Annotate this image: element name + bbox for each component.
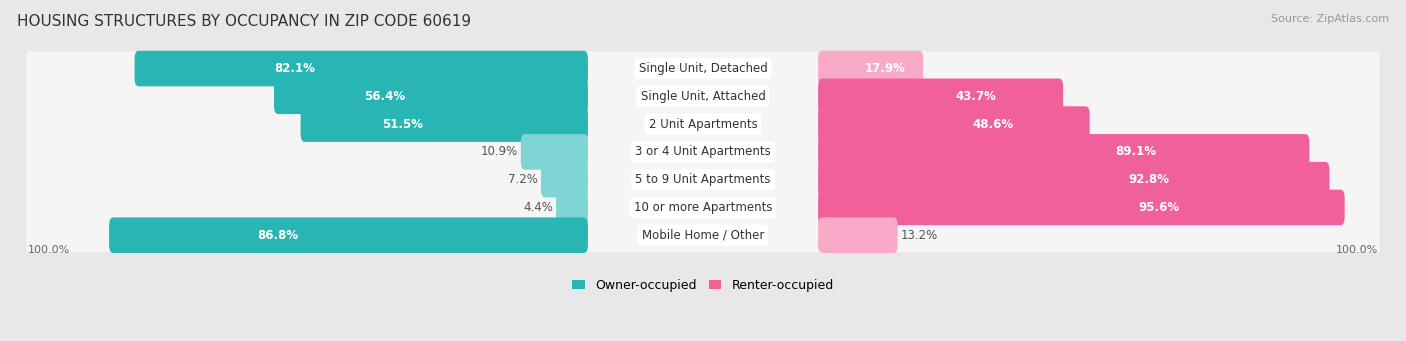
Text: HOUSING STRUCTURES BY OCCUPANCY IN ZIP CODE 60619: HOUSING STRUCTURES BY OCCUPANCY IN ZIP C… xyxy=(17,14,471,29)
FancyBboxPatch shape xyxy=(27,163,1379,197)
Text: 5 to 9 Unit Apartments: 5 to 9 Unit Apartments xyxy=(636,173,770,186)
FancyBboxPatch shape xyxy=(818,78,1063,114)
Text: 82.1%: 82.1% xyxy=(274,62,315,75)
Text: 100.0%: 100.0% xyxy=(1336,245,1378,255)
Text: 48.6%: 48.6% xyxy=(973,118,1014,131)
Text: Source: ZipAtlas.com: Source: ZipAtlas.com xyxy=(1271,14,1389,24)
Text: 17.9%: 17.9% xyxy=(865,62,905,75)
FancyBboxPatch shape xyxy=(274,78,588,114)
Text: 7.2%: 7.2% xyxy=(509,173,538,186)
Text: 13.2%: 13.2% xyxy=(900,229,938,242)
FancyBboxPatch shape xyxy=(818,106,1090,142)
FancyBboxPatch shape xyxy=(818,162,1330,197)
FancyBboxPatch shape xyxy=(818,51,924,86)
Text: 2 Unit Apartments: 2 Unit Apartments xyxy=(648,118,758,131)
FancyBboxPatch shape xyxy=(27,218,1379,252)
FancyBboxPatch shape xyxy=(301,106,588,142)
Text: Single Unit, Attached: Single Unit, Attached xyxy=(641,90,765,103)
Text: 95.6%: 95.6% xyxy=(1139,201,1180,214)
Text: 43.7%: 43.7% xyxy=(956,90,997,103)
FancyBboxPatch shape xyxy=(135,51,588,86)
Text: Mobile Home / Other: Mobile Home / Other xyxy=(641,229,765,242)
FancyBboxPatch shape xyxy=(27,135,1379,169)
Text: 51.5%: 51.5% xyxy=(382,118,423,131)
Text: 10.9%: 10.9% xyxy=(481,145,519,158)
Text: 89.1%: 89.1% xyxy=(1116,145,1157,158)
FancyBboxPatch shape xyxy=(818,190,1344,225)
FancyBboxPatch shape xyxy=(541,162,588,197)
FancyBboxPatch shape xyxy=(520,134,588,170)
FancyBboxPatch shape xyxy=(818,134,1309,170)
Text: 10 or more Apartments: 10 or more Apartments xyxy=(634,201,772,214)
FancyBboxPatch shape xyxy=(110,218,588,253)
FancyBboxPatch shape xyxy=(27,51,1379,86)
Text: 4.4%: 4.4% xyxy=(523,201,554,214)
FancyBboxPatch shape xyxy=(27,191,1379,224)
FancyBboxPatch shape xyxy=(27,79,1379,113)
Text: 56.4%: 56.4% xyxy=(364,90,405,103)
Legend: Owner-occupied, Renter-occupied: Owner-occupied, Renter-occupied xyxy=(568,274,838,297)
Text: 100.0%: 100.0% xyxy=(28,245,70,255)
Text: Single Unit, Detached: Single Unit, Detached xyxy=(638,62,768,75)
FancyBboxPatch shape xyxy=(27,107,1379,141)
Text: 3 or 4 Unit Apartments: 3 or 4 Unit Apartments xyxy=(636,145,770,158)
Text: 92.8%: 92.8% xyxy=(1129,173,1170,186)
FancyBboxPatch shape xyxy=(818,218,897,253)
FancyBboxPatch shape xyxy=(557,190,588,225)
Text: 86.8%: 86.8% xyxy=(257,229,298,242)
